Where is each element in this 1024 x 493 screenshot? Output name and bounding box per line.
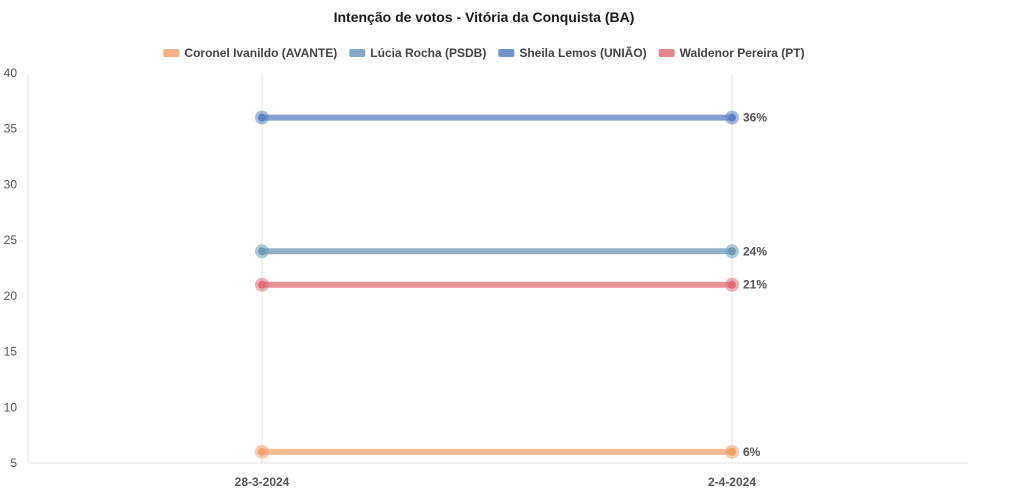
legend-label: Coronel Ivanildo (AVANTE) (184, 46, 337, 60)
series[interactable] (255, 110, 739, 125)
series-group (255, 110, 739, 459)
legend-swatch (163, 49, 180, 57)
data-point[interactable] (258, 447, 266, 456)
legend-item[interactable]: Waldenor Pereira (PT) (658, 46, 805, 60)
series-end-label: 21% (743, 278, 767, 292)
legend-swatch (498, 49, 515, 57)
legend-swatch (349, 49, 366, 57)
legend-label: Waldenor Pereira (PT) (680, 46, 805, 60)
data-point[interactable] (258, 247, 266, 256)
series[interactable] (255, 244, 739, 259)
data-point[interactable] (258, 113, 266, 122)
y-tick-label: 25 (4, 233, 18, 247)
x-tick-label: 28-3-2024 (235, 475, 290, 489)
y-tick-label: 5 (10, 456, 17, 470)
legend-item[interactable]: Sheila Lemos (UNIÃO) (498, 45, 647, 60)
y-tick-label: 20 (4, 289, 18, 303)
legend-label: Lúcia Rocha (PSDB) (370, 46, 486, 60)
data-point[interactable] (258, 280, 266, 289)
series[interactable] (255, 277, 739, 292)
legend-label: Sheila Lemos (UNIÃO) (519, 45, 646, 60)
x-axis: 28-3-2024 2-4-2024 (235, 475, 757, 489)
data-point[interactable] (728, 113, 736, 122)
data-point[interactable] (728, 247, 736, 256)
data-point[interactable] (728, 447, 736, 456)
y-tick-label: 30 (4, 177, 18, 191)
legend-item[interactable]: Coronel Ivanildo (AVANTE) (163, 46, 337, 60)
end-labels: 6% 24% 36% 21% (743, 111, 767, 459)
y-tick-label: 35 (4, 122, 18, 136)
legend-item[interactable]: Lúcia Rocha (PSDB) (349, 46, 486, 60)
series-end-label: 6% (743, 445, 761, 459)
y-tick-label: 10 (4, 400, 18, 414)
y-axis: 5 10 15 20 25 30 35 40 (4, 66, 18, 470)
grid (27, 73, 968, 464)
x-tick-label: 2-4-2024 (708, 475, 756, 489)
y-tick-label: 15 (4, 345, 18, 359)
chart-title: Intenção de votos - Vitória da Conquista… (334, 9, 635, 25)
series-end-label: 36% (743, 111, 767, 125)
legend: Coronel Ivanildo (AVANTE) Lúcia Rocha (PS… (163, 45, 805, 60)
series[interactable] (255, 444, 739, 459)
data-point[interactable] (728, 280, 736, 289)
series-end-label: 24% (743, 244, 767, 258)
legend-swatch (658, 49, 675, 57)
y-tick-label: 40 (4, 66, 18, 80)
